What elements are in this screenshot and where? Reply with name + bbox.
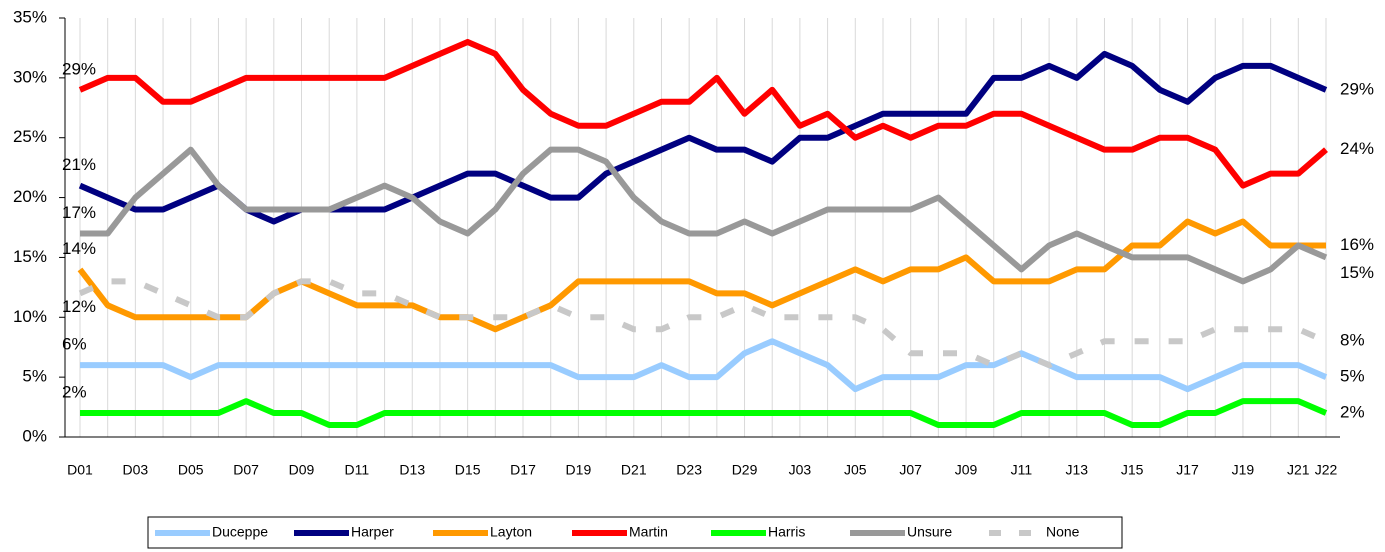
data-label: 12%: [62, 297, 96, 316]
x-tick-label: D07: [233, 462, 259, 478]
y-tick-label: 5%: [22, 367, 47, 386]
line-series: [80, 338, 1328, 393]
x-tick-label: D03: [123, 462, 149, 478]
x-tick-label: J17: [1176, 462, 1199, 478]
x-tick-label: J22: [1315, 462, 1338, 478]
x-tick-label: J13: [1066, 462, 1089, 478]
x-tick-label: J19: [1232, 462, 1255, 478]
data-label: 5%: [1340, 367, 1365, 386]
data-label: 29%: [62, 59, 96, 78]
x-tick-label: J09: [955, 462, 978, 478]
line-series: [77, 218, 1326, 333]
y-tick-label: 10%: [13, 307, 47, 326]
x-tick-label: D23: [676, 462, 702, 478]
y-tick-label: 25%: [13, 127, 47, 146]
line-series: [78, 38, 1328, 189]
x-tick-label: J11: [1011, 462, 1033, 478]
x-tick-label: D11: [345, 462, 370, 478]
x-tick-label: J21: [1287, 462, 1310, 478]
x-tick-label: D15: [455, 462, 481, 478]
x-tick-label: D19: [566, 462, 592, 478]
line-series: [80, 146, 1328, 285]
line-series: [78, 50, 1328, 225]
x-tick-label: J07: [899, 462, 922, 478]
y-tick-label: 0%: [22, 426, 47, 445]
legend-label: Unsure: [907, 524, 952, 540]
data-label: 24%: [1340, 139, 1374, 158]
data-label: 29%: [1340, 79, 1374, 98]
legend-label: Harper: [351, 524, 394, 540]
legend-label: Layton: [490, 524, 532, 540]
legend-label: Martin: [629, 524, 668, 540]
data-label: 2%: [62, 383, 87, 402]
x-tick-label: D21: [621, 462, 647, 478]
line-series: [78, 278, 1328, 369]
x-tick-label: D01: [67, 462, 93, 478]
data-label: 6%: [62, 335, 87, 354]
data-label: 21%: [62, 155, 96, 174]
x-tick-label: J05: [844, 462, 867, 478]
legend-label: Harris: [768, 524, 805, 540]
x-tick-label: D17: [510, 462, 536, 478]
y-tick-label: 35%: [13, 7, 47, 26]
x-tick-label: D05: [178, 462, 204, 478]
x-tick-label: J15: [1121, 462, 1144, 478]
x-tick-label: J03: [789, 462, 812, 478]
x-tick-label: D09: [289, 462, 315, 478]
x-tick-label: D29: [732, 462, 758, 478]
line-series: [80, 398, 1328, 429]
legend-label: None: [1046, 524, 1080, 540]
y-tick-label: 15%: [13, 247, 47, 266]
y-tick-label: 30%: [13, 67, 47, 86]
data-label: 16%: [1340, 235, 1374, 254]
data-label: 2%: [1340, 403, 1365, 422]
data-label: 14%: [62, 239, 96, 258]
y-tick-label: 20%: [13, 187, 47, 206]
data-label: 17%: [62, 203, 96, 222]
x-tick-label: D13: [399, 462, 425, 478]
legend-label: Duceppe: [212, 524, 268, 540]
data-label: 15%: [1340, 263, 1374, 282]
data-label: 8%: [1340, 331, 1365, 350]
